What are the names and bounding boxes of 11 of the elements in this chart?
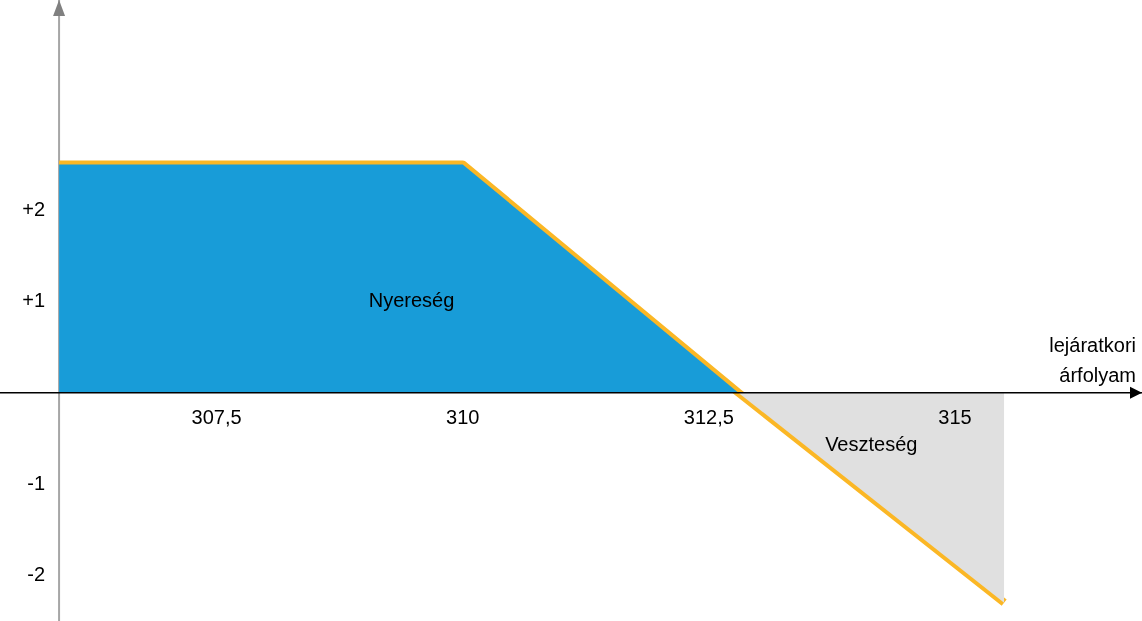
series-label: Veszteség	[825, 432, 918, 455]
series-label: Nyereség	[368, 288, 455, 311]
y-tick-label: -2	[27, 562, 46, 585]
x-axis-title: lejáratkori árfolyam	[1049, 334, 1136, 387]
y-tick-label: +2	[22, 197, 46, 220]
x-tick-label: 315	[938, 406, 972, 429]
x-tick-label: 310	[446, 406, 480, 429]
x-tick-label: 307,5	[191, 406, 242, 429]
y-tick-label: +1	[22, 288, 46, 311]
x-tick-label: 312,5	[683, 406, 734, 429]
y-tick-label: -1	[27, 471, 46, 494]
